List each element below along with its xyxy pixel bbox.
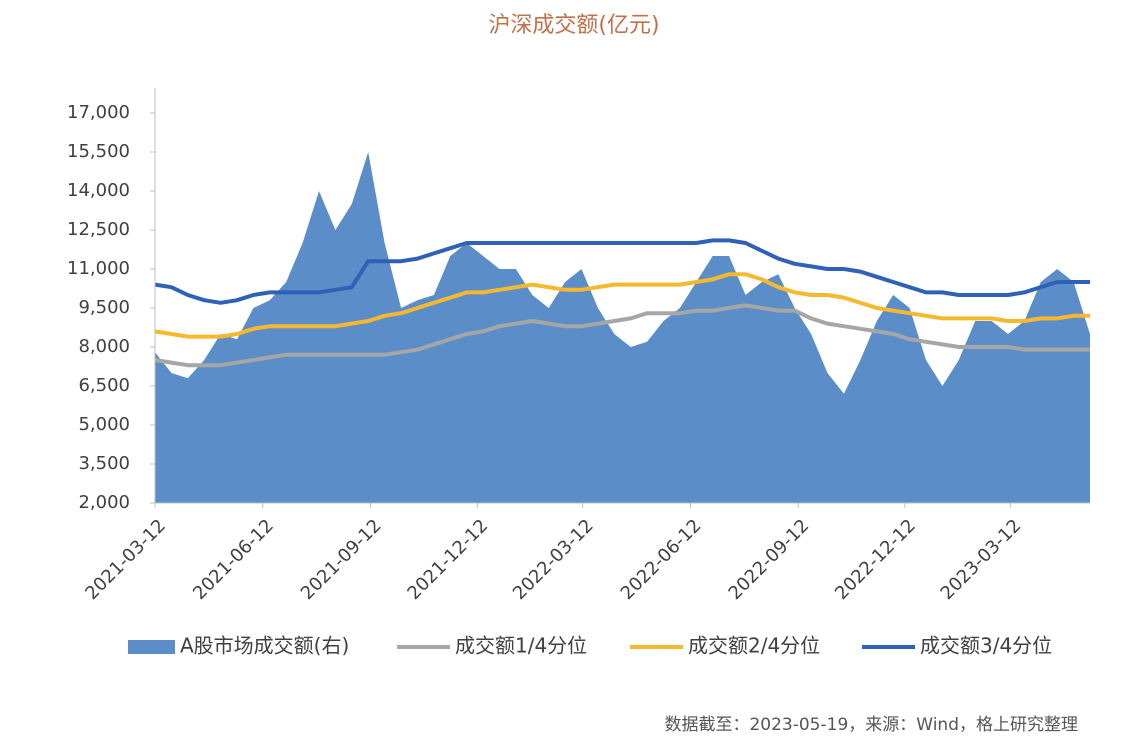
x-tick-label: 2021-09-12 [297, 515, 386, 604]
plot-layer [154, 152, 1090, 503]
y-tick-label: 9,500 [78, 297, 130, 318]
legend-label: A股市场成交额(右) [180, 634, 349, 658]
y-tick-label: 3,500 [78, 453, 130, 474]
x-tick-label: 2021-12-12 [403, 515, 492, 604]
x-tick-label: 2022-12-12 [831, 515, 920, 604]
y-tick-label: 5,000 [78, 414, 130, 435]
x-tick-label: 2021-06-12 [189, 515, 278, 604]
x-tick-label: 2022-09-12 [725, 515, 814, 604]
legend-label: 成交额1/4分位 [455, 634, 587, 658]
x-tick-label: 2022-06-12 [617, 515, 706, 604]
y-tick-label: 6,500 [78, 375, 130, 396]
area [155, 152, 1090, 503]
line [154, 303, 1090, 368]
x-tick-label: 2023-03-12 [937, 515, 1026, 604]
chart-title: 沪深成交额(亿元) [488, 13, 659, 38]
x-tick-label: 2021-03-12 [81, 515, 170, 604]
y-tick-label: 2,000 [78, 492, 130, 513]
x-tick-label: 2022-03-12 [509, 515, 598, 604]
y-tick-label: 8,000 [78, 336, 130, 357]
line [154, 272, 1090, 339]
source-note: 数据截至：2023-05-19，来源：Wind，格上研究整理 [664, 715, 1078, 735]
y-tick-label: 17,000 [67, 102, 130, 123]
y-tick-label: 14,000 [67, 180, 130, 201]
y-tick-label: 11,000 [67, 258, 130, 279]
y-tick-label: 12,500 [67, 219, 130, 240]
legend-swatch [128, 640, 175, 654]
legend-label: 成交额2/4分位 [688, 634, 820, 658]
line [154, 238, 1090, 305]
legend-label: 成交额3/4分位 [920, 634, 1052, 658]
y-tick-label: 15,500 [67, 141, 130, 162]
